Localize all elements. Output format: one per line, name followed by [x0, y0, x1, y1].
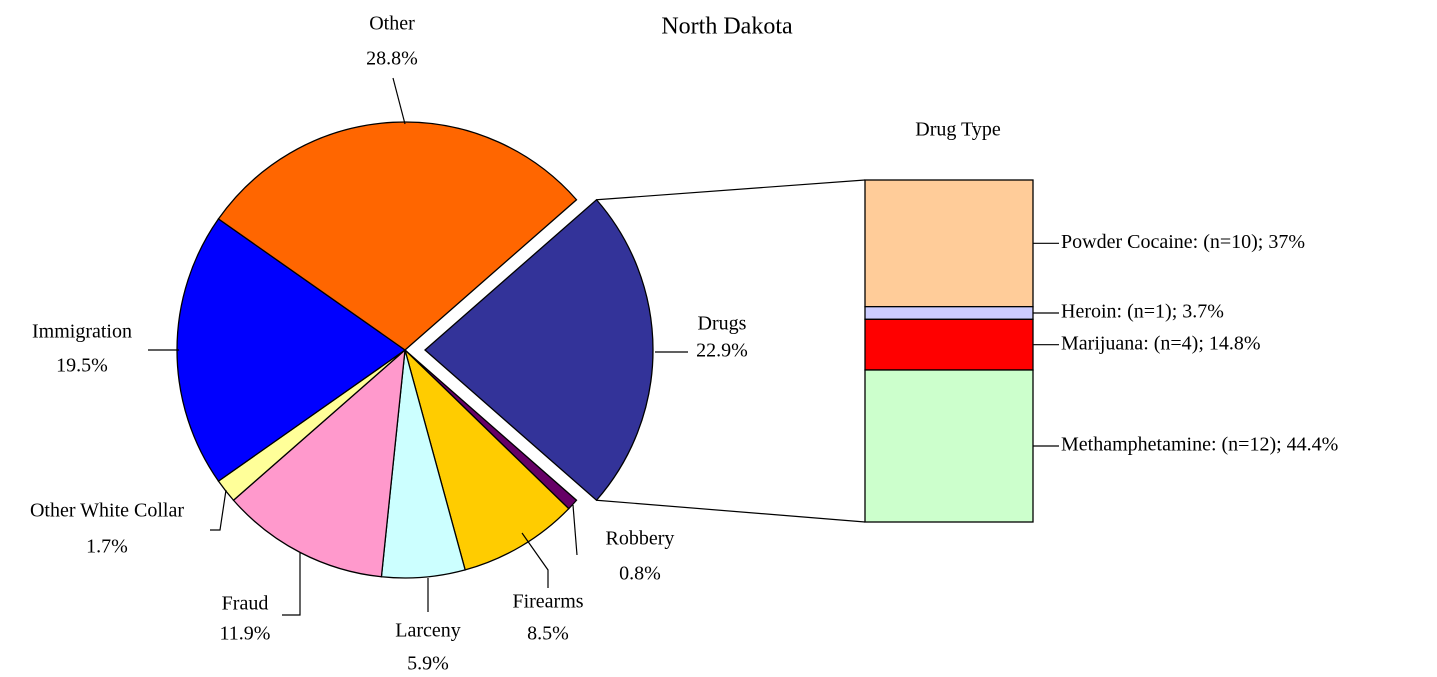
- slice-label: Other: [369, 13, 415, 35]
- leader-line: [282, 553, 301, 616]
- breakout-title: Drug Type: [915, 119, 1001, 141]
- slice-value-label: 1.7%: [86, 536, 128, 558]
- bar-label: Marijuana: (n=4); 14.8%: [1061, 332, 1261, 354]
- leader-line: [521, 532, 549, 588]
- slice-label: Other White Collar: [30, 500, 184, 522]
- connector-line: [596, 179, 866, 201]
- slice-label: Drugs: [698, 313, 747, 335]
- slice-value-label: 28.8%: [366, 48, 418, 70]
- chart-title: North Dakota: [661, 14, 793, 40]
- pie-slice: [232, 348, 406, 578]
- slice-label: Firearms: [512, 591, 583, 613]
- bar-label: Heroin: (n=1); 3.7%: [1061, 301, 1224, 323]
- connector-line: [596, 499, 866, 523]
- bar-segment: [864, 318, 1034, 371]
- bar-segment: [864, 369, 1034, 523]
- slice-label: Larceny: [395, 620, 461, 642]
- pie-slice: [403, 347, 570, 571]
- slice-value-label: 19.5%: [56, 355, 108, 377]
- bar-label: Powder Cocaine: (n=10); 37%: [1061, 231, 1305, 253]
- slice-value-label: 8.5%: [527, 623, 569, 645]
- leader-line: [210, 489, 227, 531]
- bar-label: Methamphetamine: (n=12); 44.4%: [1061, 434, 1338, 456]
- leader-line: [392, 77, 406, 125]
- slice-value-label: 11.9%: [220, 623, 271, 645]
- slice-value-label: 22.9%: [696, 340, 748, 362]
- slice-label: Robbery: [606, 528, 675, 550]
- bar-segment: [864, 179, 1034, 308]
- slice-value-label: 0.8%: [619, 563, 661, 585]
- leader-line: [572, 504, 578, 556]
- pie-slice: [217, 121, 578, 351]
- pie-slice: [424, 198, 654, 502]
- slice-label: Fraud: [222, 593, 269, 615]
- slice-label: Immigration: [32, 321, 132, 343]
- bar-segment: [864, 306, 1034, 320]
- slice-value-label: 5.9%: [407, 653, 449, 675]
